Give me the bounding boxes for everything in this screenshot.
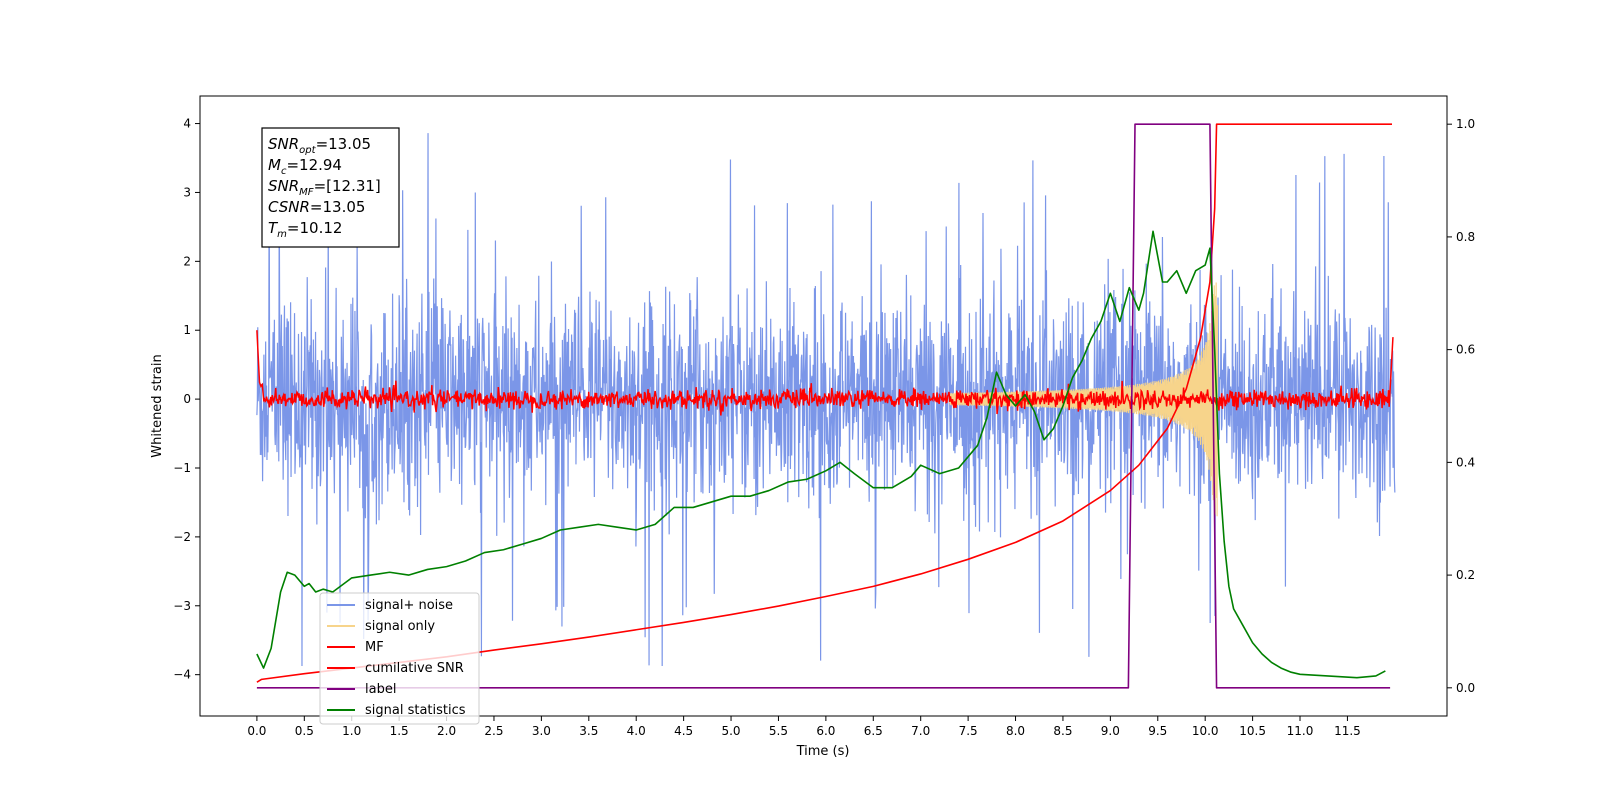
x-tick-label: 6.5 [864, 724, 883, 738]
info-line: SNRopt=13.05 [268, 135, 371, 156]
y2-tick-label: 0.6 [1456, 343, 1475, 357]
x-tick-label: 7.5 [959, 724, 978, 738]
x-tick-label: 9.5 [1148, 724, 1167, 738]
info-line: SNRMF=[12.31] [268, 177, 381, 198]
x-tick-label: 9.0 [1101, 724, 1120, 738]
info-line: Tm=10.12 [268, 219, 342, 240]
x-tick-label: 1.0 [342, 724, 361, 738]
x-axis: 0.0 0.5 1.0 1.5 2.0 2.5 3.0 3.5 4.0 4.5 5.0 5.5 6.0 6… [247, 716, 1361, 738]
signal-statistics-line [256, 230, 1386, 679]
legend-label: label [365, 682, 396, 697]
x-tick-label: 3.0 [532, 724, 551, 738]
x-tick-label: 2.0 [437, 724, 456, 738]
y2-tick-label: 0.2 [1456, 568, 1475, 582]
x-tick-label: 2.5 [484, 724, 503, 738]
x-tick-label: 6.0 [816, 724, 835, 738]
plot-frame [199, 95, 1448, 717]
x-tick-label: 5.5 [769, 724, 788, 738]
legend-frame [319, 592, 480, 725]
info-line: Mc=12.94 [268, 156, 342, 177]
legend-label: MF [365, 640, 384, 655]
x-tick-label: 11.5 [1334, 724, 1361, 738]
y-axis-right: 0.0 0.2 0.4 0.6 0.8 1.0 [1447, 117, 1475, 695]
y-tick-label: −1 [173, 461, 191, 475]
x-tick-label: 8.5 [1053, 724, 1072, 738]
x-axis-label: Time (s) [796, 744, 850, 759]
y2-tick-label: 0.8 [1456, 230, 1475, 244]
y2-tick-label: 1.0 [1456, 117, 1475, 131]
y-tick-label: 1 [183, 323, 191, 337]
y-tick-label: −2 [173, 530, 191, 544]
y-axis-left: −4 −3 −2 −1 0 1 2 3 4 [173, 117, 200, 682]
x-tick-label: 1.5 [390, 724, 409, 738]
label-line [256, 123, 1391, 689]
y-tick-label: 0 [183, 392, 191, 406]
y-tick-label: −3 [173, 599, 191, 613]
x-tick-label: 11.0 [1287, 724, 1314, 738]
y2-tick-label: 0.0 [1456, 681, 1475, 695]
y-tick-label: 2 [183, 254, 191, 268]
x-tick-label: 10.0 [1192, 724, 1219, 738]
x-tick-label: 8.0 [1006, 724, 1025, 738]
info-box-frame [261, 127, 400, 248]
x-tick-label: 5.0 [721, 724, 740, 738]
mf-series [256, 330, 1394, 416]
legend: signal+ noise signal only MF cumilative SNR… [319, 592, 480, 725]
x-tick-label: 4.5 [674, 724, 693, 738]
signal-only-series [948, 282, 1219, 517]
signal-only-line [948, 282, 1219, 517]
legend-label: cumilative SNR [365, 661, 464, 676]
x-tick-label: 0.5 [295, 724, 314, 738]
x-tick-label: 7.0 [911, 724, 930, 738]
y2-tick-label: 0.4 [1456, 455, 1475, 469]
legend-label: signal only [365, 619, 435, 634]
y-tick-label: 4 [183, 117, 191, 131]
info-line: CSNR=13.05 [268, 198, 365, 216]
x-tick-label: 3.5 [579, 724, 598, 738]
x-tick-label: 0.0 [247, 724, 266, 738]
snr-info-box: SNRopt=13.05Mc=12.94SNRMF=[12.31]CSNR=13… [261, 127, 400, 248]
x-tick-label: 4.0 [627, 724, 646, 738]
x-tick-label: 10.5 [1239, 724, 1266, 738]
y-tick-label: −4 [173, 668, 191, 682]
legend-label: signal statistics [365, 703, 466, 718]
y-axis-label: Whitened strain [150, 354, 165, 457]
legend-label: signal+ noise [365, 598, 453, 613]
mf-line [256, 330, 1394, 416]
y-tick-label: 3 [183, 185, 191, 199]
